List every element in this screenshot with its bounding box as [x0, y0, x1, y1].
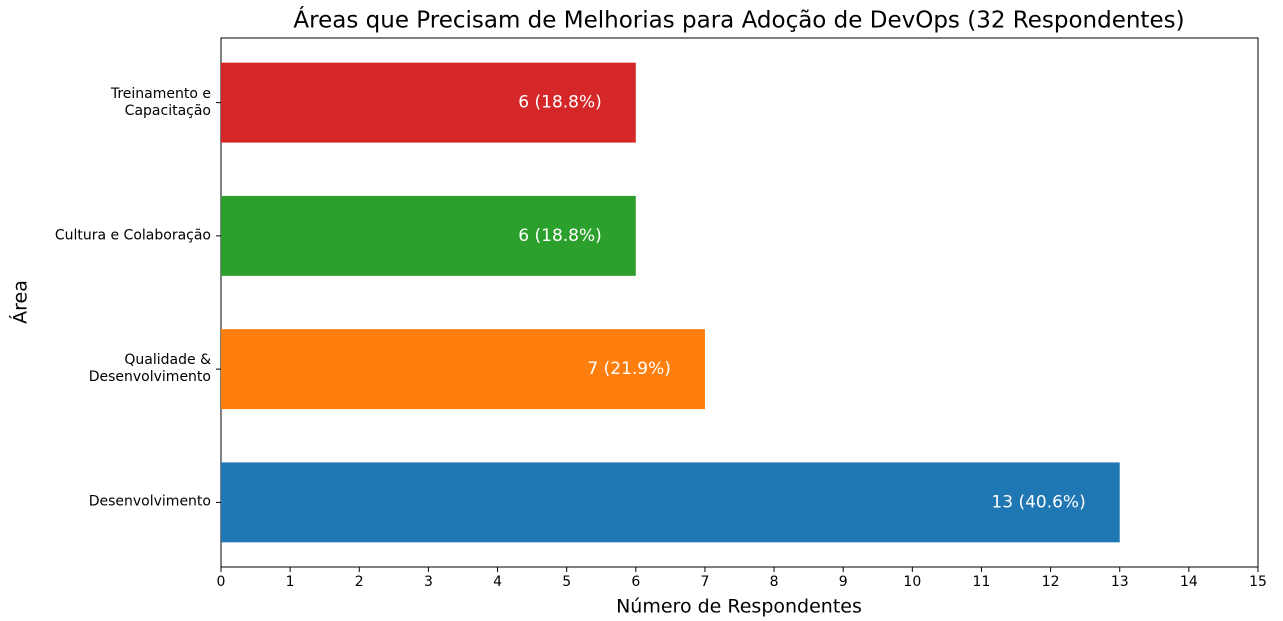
value-label: 6 (18.8%) — [518, 93, 602, 113]
x-tick-label: 6 — [631, 574, 640, 590]
x-tick-label: 12 — [1042, 574, 1060, 590]
x-tick-label: 14 — [1180, 574, 1198, 590]
x-tick-label: 5 — [562, 574, 571, 590]
x-tick-label: 9 — [839, 574, 848, 590]
x-tick-label: 3 — [424, 574, 433, 590]
bar — [221, 329, 705, 410]
chart-title: Áreas que Precisam de Melhorias para Ado… — [293, 6, 1184, 34]
y-tick-label: Qualidade & Desenvolvimento — [88, 352, 211, 386]
y-tick-label: Treinamento e Capacitação — [110, 85, 211, 119]
bar — [221, 62, 636, 143]
x-tick-label: 0 — [217, 574, 226, 590]
bar — [221, 195, 636, 276]
x-tick-label: 10 — [903, 574, 921, 590]
x-tick-label: 7 — [700, 574, 709, 590]
x-tick-label: 8 — [770, 574, 779, 590]
x-tick-label: 13 — [1111, 574, 1129, 590]
y-tick-label: Cultura e Colaboração — [54, 227, 211, 244]
x-tick-label: 4 — [493, 574, 502, 590]
y-axis-label: Área — [9, 280, 32, 324]
x-axis-label: Número de Respondentes — [616, 596, 862, 618]
bar — [221, 462, 1120, 543]
y-tick-label: Desenvolvimento — [88, 493, 211, 510]
plot-frame — [220, 37, 1259, 568]
value-label: 6 (18.8%) — [518, 226, 602, 246]
value-label: 13 (40.6%) — [991, 492, 1085, 512]
x-tick-label: 15 — [1249, 574, 1267, 590]
x-tick-label: 2 — [355, 574, 364, 590]
x-tick-label: 11 — [973, 574, 991, 590]
x-tick-label: 1 — [286, 574, 295, 590]
value-label: 7 (21.9%) — [587, 359, 671, 379]
